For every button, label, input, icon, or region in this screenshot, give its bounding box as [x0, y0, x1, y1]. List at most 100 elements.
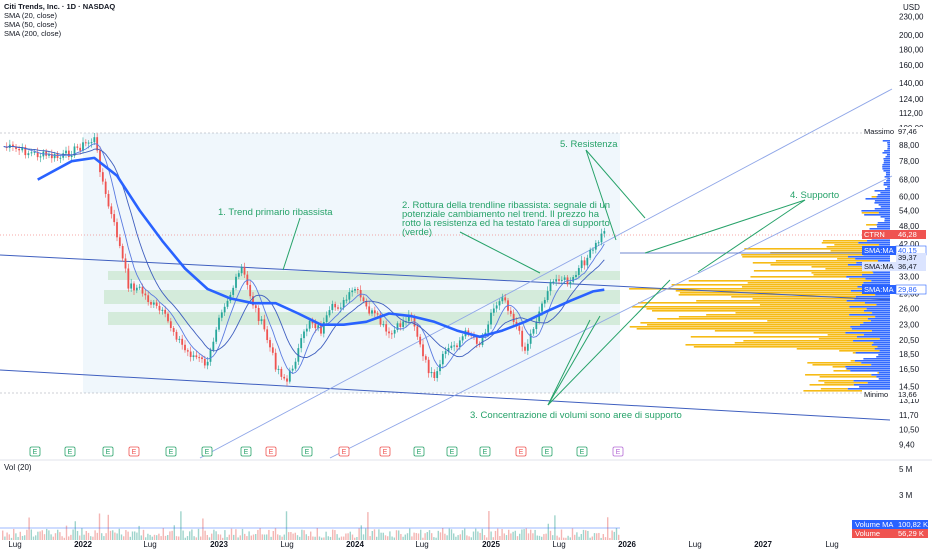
candle-body	[351, 290, 354, 293]
candle-body	[124, 258, 127, 269]
candle-body	[237, 273, 240, 277]
annotation-2: 2. Rottura della trendline ribassista: s…	[402, 200, 613, 238]
candle-body	[543, 300, 546, 304]
downtrend-line	[0, 254, 891, 301]
candle-body	[407, 314, 410, 322]
volume-profile-bar	[678, 294, 876, 296]
volume-bar	[8, 534, 10, 540]
earnings-marker[interactable]: E	[64, 446, 76, 457]
volume-bar	[162, 528, 164, 540]
legend-sma200[interactable]: SMA (200, close)	[4, 29, 62, 38]
volume-bar	[118, 528, 120, 540]
earnings-marker[interactable]: E	[379, 446, 391, 457]
candle-body	[27, 153, 30, 156]
y-tick-label: 14,50	[899, 382, 920, 391]
earnings-marker[interactable]: E	[413, 446, 425, 457]
candle-body	[226, 300, 229, 307]
earnings-marker[interactable]: E	[301, 446, 313, 457]
volume-bar	[87, 532, 90, 540]
volume-profile-bar	[885, 174, 890, 176]
volume-bar	[461, 530, 464, 540]
volume-bar	[602, 534, 604, 540]
candle-body	[243, 267, 246, 275]
price-tag-value: 97,46	[898, 127, 917, 136]
candle-body	[382, 324, 385, 326]
earnings-marker[interactable]: E	[265, 446, 277, 457]
volume-bar	[615, 528, 618, 540]
volume-profile-bar	[803, 390, 877, 392]
volume-bar	[151, 536, 153, 540]
volume-bar	[257, 529, 259, 540]
volume-bar	[244, 533, 246, 540]
zones-layer	[0, 132, 890, 394]
volume-profile-bar	[861, 362, 890, 364]
volume-bar	[444, 533, 446, 540]
volume-profile-bar	[652, 310, 864, 312]
volume-bar	[193, 536, 195, 540]
earnings-marker[interactable]: E	[612, 446, 624, 457]
candle-body	[456, 345, 458, 348]
volume-bar	[347, 533, 349, 540]
earnings-marker[interactable]: E	[541, 446, 553, 457]
candle-body	[532, 329, 535, 334]
volume-bar	[470, 537, 472, 540]
candle-body	[223, 306, 226, 313]
candle-body	[118, 237, 121, 246]
earnings-marker[interactable]: E	[128, 446, 140, 457]
earnings-marker[interactable]: E	[201, 446, 213, 457]
volume-bar	[215, 531, 217, 540]
volume-bar	[532, 533, 534, 540]
candle-body	[368, 306, 371, 314]
volume-bar	[543, 534, 545, 540]
candle-body	[67, 150, 70, 158]
volume-profile-bar	[877, 372, 879, 374]
volume-bar	[4, 536, 6, 540]
candle-body	[90, 142, 93, 144]
y-tick-label: 20,50	[899, 336, 920, 345]
volume-bar	[358, 528, 360, 540]
volume-bar	[459, 534, 461, 540]
volume-bar	[182, 530, 184, 540]
volume-profile-bar	[822, 240, 867, 242]
volume-tag: Volume 56,29 K	[852, 529, 928, 538]
volume-bar	[442, 528, 444, 540]
legend-sma20[interactable]: SMA (20, close)	[4, 11, 57, 20]
volume-profile-bar	[846, 276, 890, 278]
volume-bar	[76, 530, 79, 540]
volume-bar	[497, 528, 499, 540]
volume-bar	[446, 535, 448, 540]
volume-profile-bar	[811, 272, 874, 274]
volume-bar	[541, 536, 543, 540]
earnings-marker[interactable]: E	[576, 446, 588, 457]
earnings-marker[interactable]: E	[338, 446, 350, 457]
volume-label: Vol (20)	[4, 463, 32, 472]
candle-body	[288, 370, 291, 382]
candle-body	[12, 144, 14, 147]
earnings-marker[interactable]: E	[479, 446, 491, 457]
volume-profile-bar	[882, 152, 890, 154]
volume-bar	[505, 535, 508, 540]
candle-body	[263, 319, 266, 330]
earnings-marker[interactable]: E	[515, 446, 527, 457]
earnings-marker[interactable]: E	[102, 446, 114, 457]
time-axis[interactable]: Lug 2022 Lug 2023 Lug 2024 Lug 2025 Lug 2026 Lug 20…	[8, 540, 838, 549]
volume-bar	[499, 536, 501, 540]
candle-body	[84, 142, 87, 144]
earnings-marker[interactable]: E	[240, 446, 252, 457]
volume-bar	[547, 523, 549, 540]
volume-bar	[248, 531, 250, 540]
earnings-marker[interactable]: E	[165, 446, 177, 457]
earnings-marker[interactable]: E	[446, 446, 458, 457]
volume-profile-bar	[876, 356, 890, 358]
volume-bar	[384, 535, 387, 540]
earnings-marker[interactable]: E	[29, 446, 41, 457]
legend-sma50[interactable]: SMA (50, close)	[4, 20, 57, 29]
volume-profile-bar	[849, 314, 890, 316]
volume-bar	[332, 529, 334, 540]
candle-body	[18, 149, 21, 151]
x-tick-label: Lug	[825, 540, 838, 549]
symbol-title[interactable]: Citi Trends, Inc. · 1D · NASDAQ	[4, 2, 116, 11]
candle-body	[356, 289, 359, 291]
